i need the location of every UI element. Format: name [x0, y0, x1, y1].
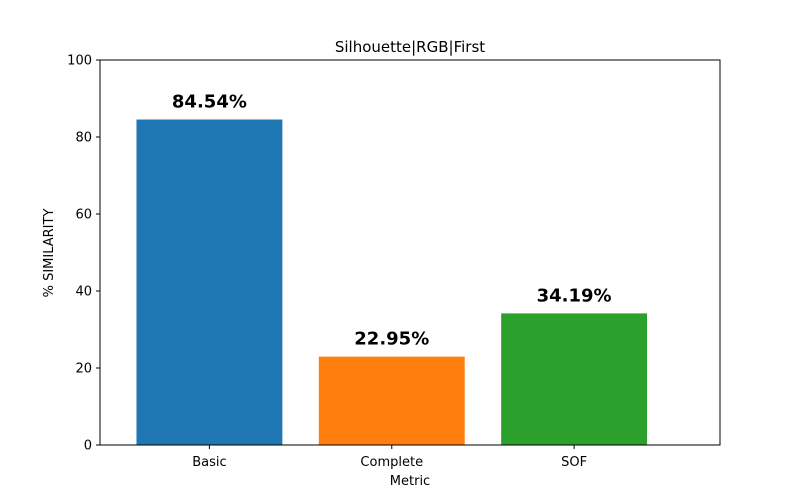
y-tick-label-20: 20 — [75, 362, 92, 377]
data-label-sof: 34.19% — [537, 285, 612, 306]
bar-sof — [501, 313, 648, 445]
data-labels-layer: 84.54% 22.95% 34.19% — [172, 92, 612, 350]
data-label-basic: 84.54% — [172, 92, 247, 113]
y-tick-label-60: 60 — [75, 208, 92, 223]
bar-basic — [136, 119, 283, 445]
x-axis-label: Metric — [390, 474, 430, 489]
y-axis: 0 20 40 60 80 100 — [67, 54, 100, 454]
x-axis: Basic Complete SOF — [192, 445, 587, 470]
bars-layer — [136, 119, 648, 445]
y-tick-label-40: 40 — [75, 285, 92, 300]
x-tick-label-complete: Complete — [360, 455, 423, 470]
x-tick-label-basic: Basic — [192, 455, 226, 470]
plot-frame — [99, 59, 721, 446]
data-label-complete: 22.95% — [354, 329, 429, 350]
y-tick-label-100: 100 — [67, 54, 92, 69]
chart-title: Silhouette|RGB|First — [335, 38, 485, 56]
x-tick-label-sof: SOF — [561, 455, 587, 470]
bar-complete — [318, 356, 465, 445]
y-tick-label-0: 0 — [84, 439, 92, 454]
y-axis-label: % SIMILARITY — [42, 209, 57, 298]
y-tick-label-80: 80 — [75, 131, 92, 146]
